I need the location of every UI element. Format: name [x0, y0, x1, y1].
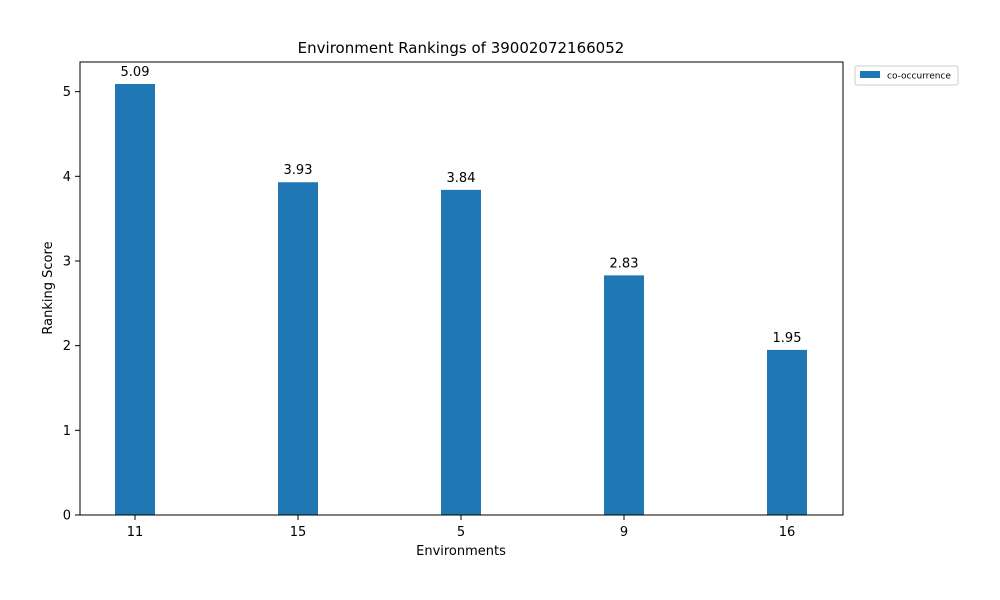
- bar: [441, 189, 481, 515]
- x-axis-label: Environments: [416, 544, 506, 559]
- legend-swatch: [860, 71, 880, 78]
- bar: [767, 349, 807, 515]
- bar: [115, 84, 155, 515]
- legend: co-occurrence: [854, 65, 959, 86]
- bar-value-label: 3.84: [447, 171, 476, 186]
- bar: [278, 182, 318, 515]
- legend-label: co-occurrence: [887, 72, 951, 82]
- bar-value-label: 3.93: [284, 163, 313, 178]
- x-tick-label: 15: [290, 525, 307, 540]
- y-tick-label: 5: [63, 85, 71, 100]
- plot-frame: [79, 61, 844, 516]
- bar-value-label: 2.83: [610, 256, 639, 271]
- y-tick-label: 1: [63, 424, 71, 439]
- chart-title: Environment Rankings of 39002072166052: [298, 39, 625, 57]
- bar-value-label: 5.09: [121, 65, 150, 80]
- y-tick-label: 4: [63, 170, 71, 185]
- y-tick-label: 3: [63, 254, 71, 269]
- y-axis-label: Ranking Score: [41, 241, 56, 334]
- x-tick-label: 9: [620, 525, 628, 540]
- y-tick-label: 2: [63, 339, 71, 354]
- x-tick-label: 11: [127, 525, 144, 540]
- x-tick-label: 5: [457, 525, 465, 540]
- y-tick-label: 0: [63, 509, 71, 524]
- plot-area: 0 1 2 3 4 5 11 5.09 15 3.93 5 3.84 9 2.83 16 1.95: [63, 65, 807, 540]
- bar: [604, 275, 644, 515]
- x-tick-label: 16: [779, 525, 796, 540]
- legend-box: [854, 65, 959, 86]
- bar-value-label: 1.95: [773, 331, 802, 346]
